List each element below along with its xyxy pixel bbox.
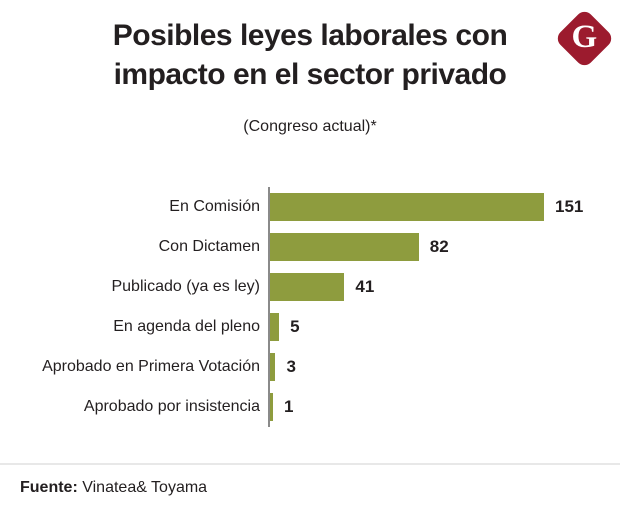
source-label: Fuente: [20,479,78,496]
chart-subtitle: (Congreso actual)* [243,118,377,135]
bar [270,193,544,221]
bar-track: 5 [268,307,620,347]
page-title-line1: Posibles leyes laborales con [112,19,508,52]
logo-letter: G [571,17,597,54]
logo-diamond-icon: G [553,7,615,69]
value-label: 3 [286,357,296,376]
bar-track: 41 [268,267,620,307]
source-note: Fuente: Vinatea& Toyama [20,479,620,497]
bar-track: 3 [268,347,620,387]
bar [270,353,276,381]
bar [270,313,280,341]
bar-row: En agenda del pleno 5 [0,307,620,347]
bar [270,393,273,421]
category-label: Publicado (ya es ley) [111,278,260,295]
footer-divider [0,463,620,465]
page-title: Posibles leyes laborales con impacto en e… [0,16,620,94]
value-label: 1 [284,397,294,416]
chart-footer: Fuente: Vinatea& Toyama [0,463,620,514]
bar [270,273,345,301]
value-label: 151 [555,197,584,216]
category-label: Con Dictamen [158,238,260,255]
category-label: En Comisión [169,198,260,215]
category-label: Aprobado en Primera Votación [42,358,260,375]
value-label: 82 [429,237,449,256]
bar-row: En Comisión 151 [0,187,620,227]
bar-row: Publicado (ya es ley) 41 [0,267,620,307]
gestion-logo: G [552,6,616,70]
page-title-line2: impacto en el sector privado [113,58,507,91]
bar [270,233,419,261]
bar-row: Aprobado en Primera Votación 3 [0,347,620,387]
source-value: Vinatea& Toyama [82,479,208,496]
value-label: 41 [355,277,375,296]
bar-chart: En Comisión 151 Con Dictamen 82 Publicado (y… [0,187,620,427]
bar-track: 82 [268,227,620,267]
bar-track: 1 [268,387,620,427]
bar-row: Con Dictamen 82 [0,227,620,267]
chart-header: Posibles leyes laborales con impacto en e… [0,0,620,136]
category-label: En agenda del pleno [113,318,260,335]
category-label: Aprobado por insistencia [83,398,260,415]
value-label: 5 [290,317,300,336]
bar-track: 151 [268,187,620,227]
bar-row: Aprobado por insistencia 1 [0,387,620,427]
